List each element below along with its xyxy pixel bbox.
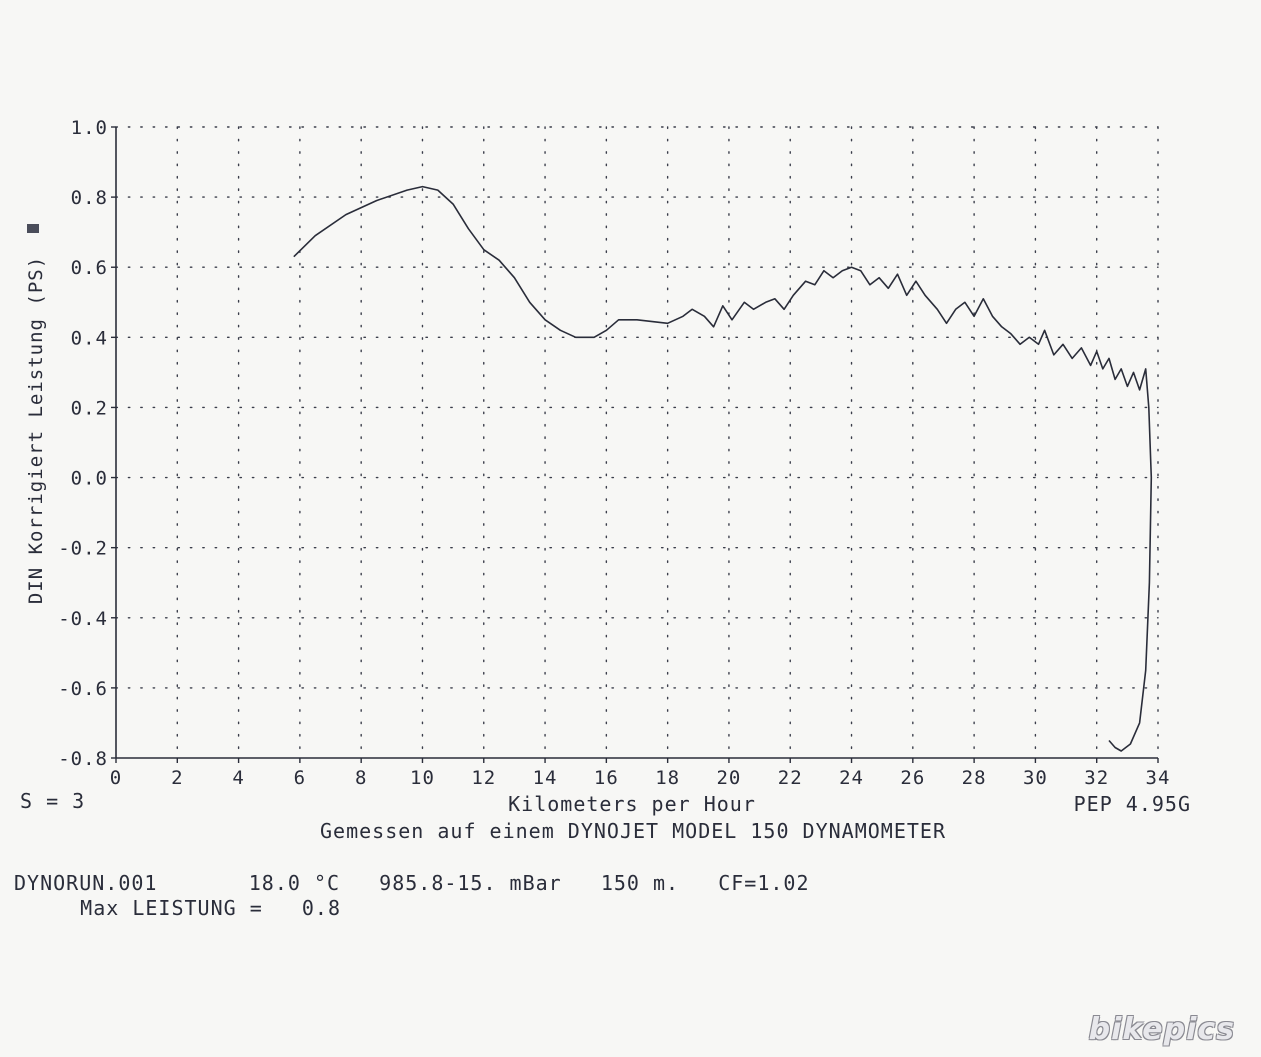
x-tick-label: 12: [471, 767, 496, 789]
x-tick-label: 16: [594, 767, 619, 789]
x-tick-labels: 0 2 4 6 8 10 12 14 16 18 20 22 24 26 28 30 32 34: [110, 767, 1171, 789]
measured-on-label: Gemessen auf einem DYNOJET MODEL 150 DYN…: [320, 819, 946, 843]
y-tick-label: 0.6: [71, 257, 108, 279]
y-tick-labels: 1.0 0.8 0.6 0.4 0.2 0.0 -0.2 -0.4 -0.6 -0.8: [58, 117, 108, 770]
series-layer: [293, 185, 1153, 752]
y-axis-label: DIN Korrigiert Leistung (PS): [25, 256, 47, 604]
x-tick-label: 30: [1023, 767, 1048, 789]
y-tick-label: -0.4: [58, 608, 108, 630]
x-tick-label: 14: [533, 767, 558, 789]
x-tick-label: 6: [294, 767, 306, 789]
smoothing-label: S = 3: [20, 789, 85, 813]
x-tick-label: 24: [839, 767, 864, 789]
power-curve: [293, 185, 1153, 752]
x-tick-label: 2: [171, 767, 183, 789]
grid: [115, 126, 1159, 759]
y-tick-label: 0.2: [71, 397, 108, 419]
x-tick-label: 0: [110, 767, 122, 789]
bikepics-logo: bikepics: [1088, 1012, 1235, 1047]
y-tick-label: -0.8: [58, 748, 108, 770]
x-tick-label: 34: [1146, 767, 1171, 789]
x-tick-label: 10: [410, 767, 435, 789]
y-tick-label: -0.6: [58, 678, 108, 700]
x-tick-label: 32: [1084, 767, 1109, 789]
x-tick-label: 22: [778, 767, 803, 789]
run-info: DYNORUN.001 18.0 °C 985.8-15. mBar 150 m…: [14, 871, 810, 895]
legend-marker: [27, 224, 39, 233]
x-tick-label: 8: [355, 767, 367, 789]
y-tick-label: -0.2: [58, 538, 108, 560]
y-tick-label: 0.4: [71, 327, 108, 349]
version-label: PEP 4.95G: [1074, 792, 1191, 816]
x-tick-label: 4: [232, 767, 244, 789]
y-tick-label: 0.8: [71, 187, 108, 209]
x-tick-label: 18: [655, 767, 680, 789]
x-tick-label: 20: [716, 767, 741, 789]
y-tick-label: 0.0: [71, 468, 108, 490]
x-tick-label: 26: [900, 767, 925, 789]
y-tick-label: 1.0: [71, 117, 108, 139]
x-axis-label: Kilometers per Hour: [508, 792, 756, 816]
axes: [111, 126, 1159, 763]
max-power-line: Max LEISTUNG = 0.8: [28, 896, 341, 920]
x-tick-label: 28: [962, 767, 987, 789]
